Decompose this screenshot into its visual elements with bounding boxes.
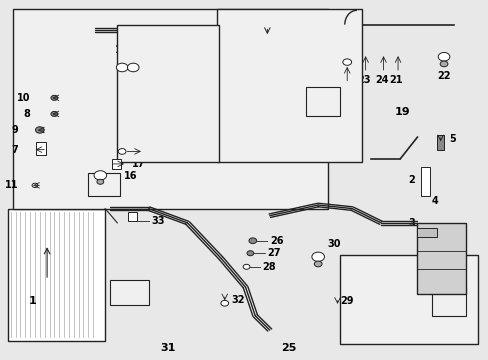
Circle shape [248, 238, 256, 244]
Bar [13, 9, 327, 208]
Circle shape [311, 252, 324, 261]
Text: 31: 31 [160, 343, 176, 353]
Text: 4: 4 [431, 197, 438, 206]
Bar [417, 228, 436, 237]
Text: 21: 21 [388, 75, 402, 85]
Text: 25: 25 [281, 343, 296, 353]
Circle shape [127, 63, 139, 72]
Circle shape [243, 264, 249, 269]
Bar [420, 167, 429, 196]
Text: 29: 29 [339, 296, 353, 306]
Circle shape [118, 149, 126, 154]
Bar [117, 24, 219, 162]
Text: 14: 14 [281, 57, 295, 67]
Circle shape [342, 59, 351, 65]
Text: 16: 16 [123, 171, 137, 181]
Text: 26: 26 [269, 236, 283, 246]
Bar [431, 287, 465, 316]
Bar [88, 173, 120, 196]
Bar [305, 87, 339, 116]
Circle shape [439, 61, 447, 67]
Text: 7: 7 [11, 145, 18, 155]
Text: 19: 19 [394, 107, 410, 117]
Text: 3: 3 [407, 218, 414, 228]
Bar [216, 9, 361, 162]
Bar [128, 212, 137, 221]
Bar [8, 208, 105, 341]
Bar [37, 143, 46, 155]
Text: 6: 6 [339, 46, 346, 57]
Text: 15: 15 [115, 45, 129, 55]
Text: 12: 12 [146, 147, 160, 157]
Bar [436, 135, 443, 150]
Circle shape [97, 179, 103, 184]
Circle shape [221, 300, 228, 306]
Text: 33: 33 [151, 216, 164, 226]
Bar [189, 128, 219, 148]
Bar [112, 159, 121, 169]
Text: 22: 22 [436, 71, 450, 81]
Text: 5: 5 [448, 134, 455, 144]
Text: 17: 17 [132, 159, 145, 169]
Circle shape [94, 171, 106, 180]
Circle shape [116, 63, 128, 72]
Text: 23: 23 [357, 75, 370, 85]
Text: 1: 1 [29, 296, 37, 306]
Circle shape [51, 95, 58, 100]
Text: 11: 11 [4, 180, 18, 190]
Text: 9: 9 [11, 125, 18, 135]
Text: 13: 13 [272, 16, 285, 26]
Text: 32: 32 [230, 295, 244, 305]
Text: 18: 18 [224, 141, 237, 151]
Circle shape [32, 183, 38, 188]
Circle shape [437, 53, 449, 61]
Circle shape [246, 251, 253, 256]
Bar [417, 223, 465, 294]
Text: 30: 30 [326, 239, 340, 249]
Text: 27: 27 [267, 248, 280, 258]
Text: 8: 8 [23, 109, 30, 119]
Circle shape [51, 111, 58, 116]
Text: 10: 10 [17, 93, 30, 103]
Circle shape [314, 261, 322, 267]
Text: 20: 20 [337, 84, 351, 94]
Text: 28: 28 [262, 262, 276, 272]
Text: 24: 24 [375, 75, 388, 85]
Circle shape [36, 127, 44, 133]
Bar [110, 280, 148, 305]
Text: 2: 2 [407, 175, 414, 185]
Bar [339, 255, 477, 344]
